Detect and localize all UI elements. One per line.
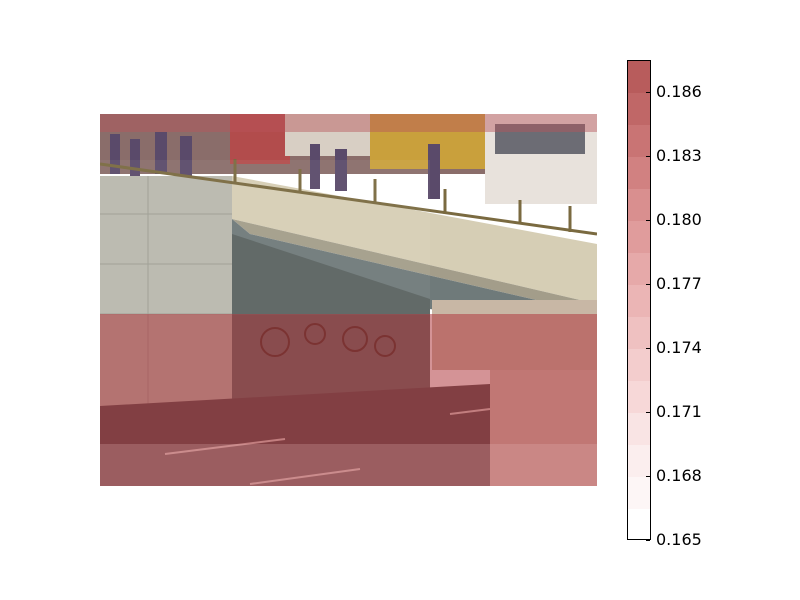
colorbar-band	[628, 221, 650, 253]
overlay-upper-region	[100, 160, 430, 315]
colorbar-tick-mark	[646, 284, 650, 285]
colorbar-tick-mark	[646, 412, 650, 413]
colorbar-band	[628, 93, 650, 125]
colorbar-band	[628, 189, 650, 221]
colorbar-band	[628, 125, 650, 157]
pedestrians	[110, 132, 440, 199]
colorbar-band	[628, 509, 650, 539]
colorbar-tick-label: 0.168	[656, 466, 702, 485]
colorbar	[627, 60, 651, 540]
white-truck	[285, 114, 375, 156]
colorbar-band	[628, 253, 650, 285]
colorbar-tick-mark	[646, 540, 650, 541]
colorbar-tick-mark	[646, 220, 650, 221]
colorbar-band	[628, 285, 650, 317]
red-truck	[230, 114, 290, 164]
overlay-lower-region	[100, 314, 597, 486]
colorbar-tick-label: 0.183	[656, 146, 702, 165]
colorbar-band	[628, 157, 650, 189]
colorbar-tick-label: 0.177	[656, 274, 702, 293]
colorbar-tick-label: 0.165	[656, 530, 702, 549]
colorbar-band	[628, 61, 650, 93]
colorbar-tick-label: 0.180	[656, 210, 702, 229]
bus-windows	[495, 124, 585, 154]
overlay-top-band	[100, 114, 597, 132]
bridge-railing	[100, 159, 597, 236]
colorbar-tick-label: 0.174	[656, 338, 702, 357]
colorbar-tick-label: 0.186	[656, 82, 702, 101]
colorbar-tick-mark	[646, 348, 650, 349]
bridge-deck	[232, 176, 597, 304]
colorbar-band	[628, 477, 650, 509]
colorbar-band	[628, 349, 650, 381]
colorbar-tick-label: 0.171	[656, 402, 702, 421]
colorbar-band	[628, 381, 650, 413]
colorbar-tick-mark	[646, 476, 650, 477]
colorbar-band	[628, 413, 650, 445]
colorbar-band	[628, 445, 650, 477]
yellow-bus	[370, 114, 485, 169]
colorbar-band	[628, 317, 650, 349]
photo-illustration	[100, 114, 597, 486]
underpass-photo	[100, 114, 597, 486]
colorbar-tick-mark	[646, 92, 650, 93]
colorbar-tick-mark	[646, 156, 650, 157]
